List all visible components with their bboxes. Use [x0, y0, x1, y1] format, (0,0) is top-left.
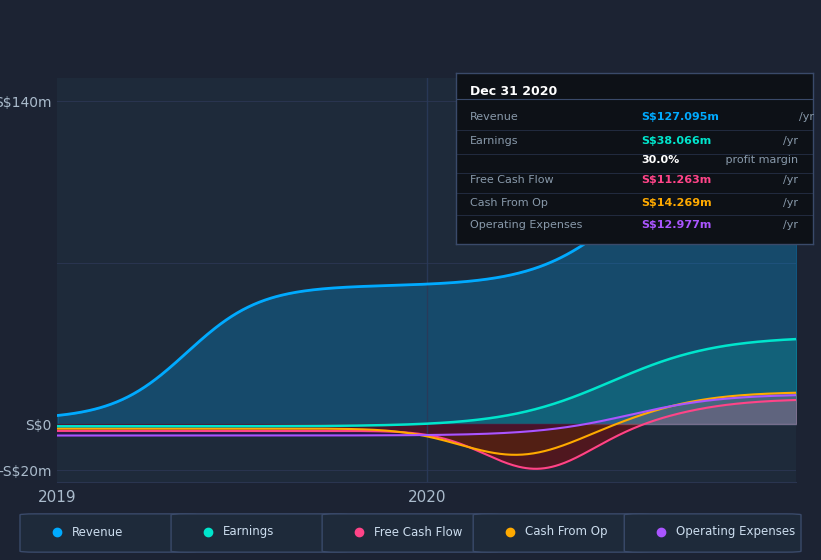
Text: Operating Expenses: Operating Expenses — [677, 525, 796, 539]
FancyBboxPatch shape — [20, 514, 197, 552]
Text: Revenue: Revenue — [72, 525, 123, 539]
Text: Earnings: Earnings — [223, 525, 274, 539]
FancyBboxPatch shape — [473, 514, 650, 552]
FancyBboxPatch shape — [171, 514, 348, 552]
Text: /yr: /yr — [783, 136, 798, 146]
Text: /yr: /yr — [783, 175, 798, 185]
Text: profit margin: profit margin — [722, 155, 798, 165]
Text: S$14.269m: S$14.269m — [641, 198, 712, 208]
Text: S$38.066m: S$38.066m — [641, 136, 712, 146]
Text: 30.0%: 30.0% — [641, 155, 680, 165]
Text: S$12.977m: S$12.977m — [641, 220, 712, 230]
Text: /yr: /yr — [799, 112, 814, 122]
FancyBboxPatch shape — [322, 514, 499, 552]
Text: Free Cash Flow: Free Cash Flow — [470, 175, 553, 185]
Text: Cash From Op: Cash From Op — [470, 198, 548, 208]
Text: /yr: /yr — [783, 220, 798, 230]
Text: Revenue: Revenue — [470, 112, 519, 122]
Text: S$127.095m: S$127.095m — [641, 112, 719, 122]
Text: Dec 31 2020: Dec 31 2020 — [470, 85, 557, 98]
Text: Earnings: Earnings — [470, 136, 518, 146]
Text: /yr: /yr — [783, 198, 798, 208]
Text: Operating Expenses: Operating Expenses — [470, 220, 582, 230]
Text: Cash From Op: Cash From Op — [525, 525, 608, 539]
Text: S$11.263m: S$11.263m — [641, 175, 712, 185]
Text: Free Cash Flow: Free Cash Flow — [374, 525, 462, 539]
FancyBboxPatch shape — [624, 514, 801, 552]
